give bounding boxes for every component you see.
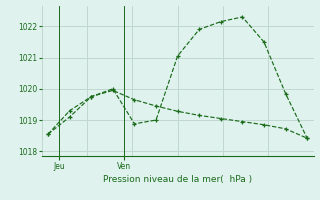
X-axis label: Pression niveau de la mer(  hPa ): Pression niveau de la mer( hPa ) xyxy=(103,175,252,184)
